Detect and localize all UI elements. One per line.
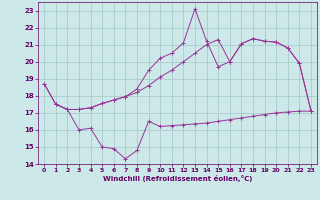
X-axis label: Windchill (Refroidissement éolien,°C): Windchill (Refroidissement éolien,°C) — [103, 175, 252, 182]
